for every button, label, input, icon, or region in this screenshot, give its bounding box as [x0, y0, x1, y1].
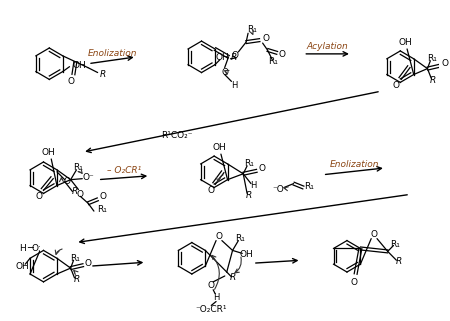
- Text: O⁻: O⁻: [82, 173, 94, 182]
- Text: O: O: [208, 281, 215, 290]
- Text: O: O: [258, 164, 265, 173]
- Text: R: R: [73, 275, 80, 284]
- Text: O: O: [77, 190, 84, 199]
- Text: O: O: [216, 232, 222, 241]
- Text: ⁻O₂CR¹: ⁻O₂CR¹: [195, 305, 227, 314]
- Text: R¹CO₂⁻: R¹CO₂⁻: [162, 131, 193, 140]
- Text: OH: OH: [398, 38, 412, 47]
- Text: R: R: [230, 273, 236, 282]
- Text: O: O: [350, 278, 357, 287]
- Text: O: O: [221, 68, 228, 77]
- Text: – O₂CR¹: – O₂CR¹: [107, 166, 141, 175]
- Text: R: R: [396, 257, 402, 266]
- Text: ─: ─: [27, 243, 33, 254]
- Text: O: O: [371, 230, 378, 239]
- Text: O: O: [262, 34, 269, 43]
- Text: H: H: [231, 81, 238, 90]
- Text: O: O: [85, 259, 92, 268]
- Text: O: O: [99, 192, 106, 201]
- Text: R₁: R₁: [428, 54, 437, 63]
- Text: OH: OH: [239, 250, 253, 259]
- Text: O: O: [67, 77, 74, 86]
- Text: H: H: [250, 181, 256, 190]
- Text: H: H: [19, 244, 26, 253]
- Text: H: H: [213, 293, 219, 302]
- Text: R₁: R₁: [304, 182, 314, 191]
- Text: R: R: [99, 70, 106, 79]
- Text: O: O: [393, 81, 400, 90]
- Text: R: R: [246, 191, 252, 200]
- Text: R₁: R₁: [235, 234, 245, 243]
- Text: R₁: R₁: [391, 240, 401, 249]
- Text: OH: OH: [41, 148, 55, 157]
- Text: Enolization: Enolization: [88, 49, 137, 58]
- Text: O: O: [63, 177, 70, 186]
- Text: O: O: [232, 51, 239, 60]
- Text: R: R: [430, 76, 436, 85]
- Text: Enolization: Enolization: [329, 160, 379, 169]
- Text: Acylation: Acylation: [307, 42, 348, 51]
- Text: R: R: [231, 53, 238, 62]
- Text: R₁: R₁: [268, 57, 278, 66]
- Text: OH: OH: [216, 53, 230, 62]
- Text: O: O: [207, 186, 215, 195]
- Text: OH: OH: [212, 143, 226, 152]
- Text: O: O: [279, 50, 285, 59]
- Text: R₁: R₁: [97, 205, 107, 214]
- Text: O: O: [441, 59, 448, 68]
- Text: OH: OH: [15, 262, 29, 271]
- Text: ⁻O: ⁻O: [272, 185, 284, 194]
- Text: R₁: R₁: [247, 25, 257, 34]
- Text: R₁: R₁: [73, 163, 83, 172]
- Text: R₁: R₁: [244, 160, 254, 169]
- Text: OH: OH: [72, 61, 86, 70]
- Text: O:: O:: [32, 244, 41, 253]
- Text: R₁: R₁: [71, 254, 81, 263]
- Text: O: O: [36, 192, 43, 201]
- Text: R: R: [71, 187, 77, 196]
